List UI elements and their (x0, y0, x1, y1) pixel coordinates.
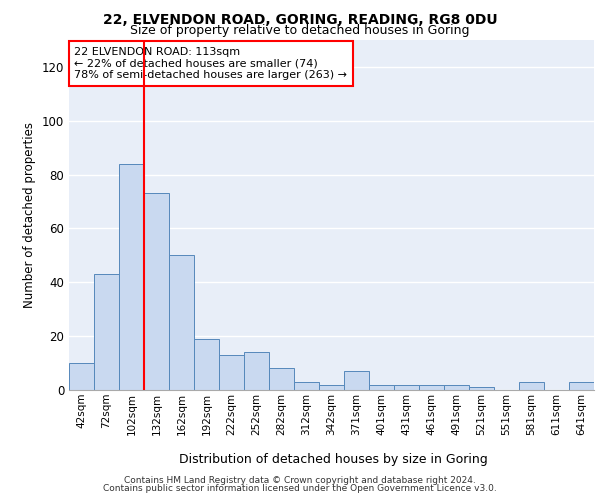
Bar (519, 382, 544, 390)
Text: 22, ELVENDON ROAD, GORING, READING, RG8 0DU: 22, ELVENDON ROAD, GORING, READING, RG8 … (103, 13, 497, 27)
Bar (294, 382, 319, 390)
Bar (319, 384, 344, 390)
Bar (444, 384, 469, 390)
Text: Distribution of detached houses by size in Goring: Distribution of detached houses by size … (179, 452, 487, 466)
Bar (144, 194, 169, 390)
Text: 22 ELVENDON ROAD: 113sqm
← 22% of detached houses are smaller (74)
78% of semi-d: 22 ELVENDON ROAD: 113sqm ← 22% of detach… (74, 47, 347, 80)
Bar (94, 274, 119, 390)
Bar (119, 164, 144, 390)
Bar (169, 256, 194, 390)
Bar (194, 339, 219, 390)
Bar (344, 371, 369, 390)
Text: Contains HM Land Registry data © Crown copyright and database right 2024.: Contains HM Land Registry data © Crown c… (124, 476, 476, 485)
Text: Size of property relative to detached houses in Goring: Size of property relative to detached ho… (130, 24, 470, 37)
Bar (69, 363, 94, 390)
Bar (394, 384, 419, 390)
Bar (569, 382, 594, 390)
Bar (269, 368, 294, 390)
Bar (469, 388, 494, 390)
Text: Contains public sector information licensed under the Open Government Licence v3: Contains public sector information licen… (103, 484, 497, 493)
Bar (244, 352, 269, 390)
Bar (219, 355, 244, 390)
Y-axis label: Number of detached properties: Number of detached properties (23, 122, 36, 308)
Bar (419, 384, 444, 390)
Bar (369, 384, 394, 390)
